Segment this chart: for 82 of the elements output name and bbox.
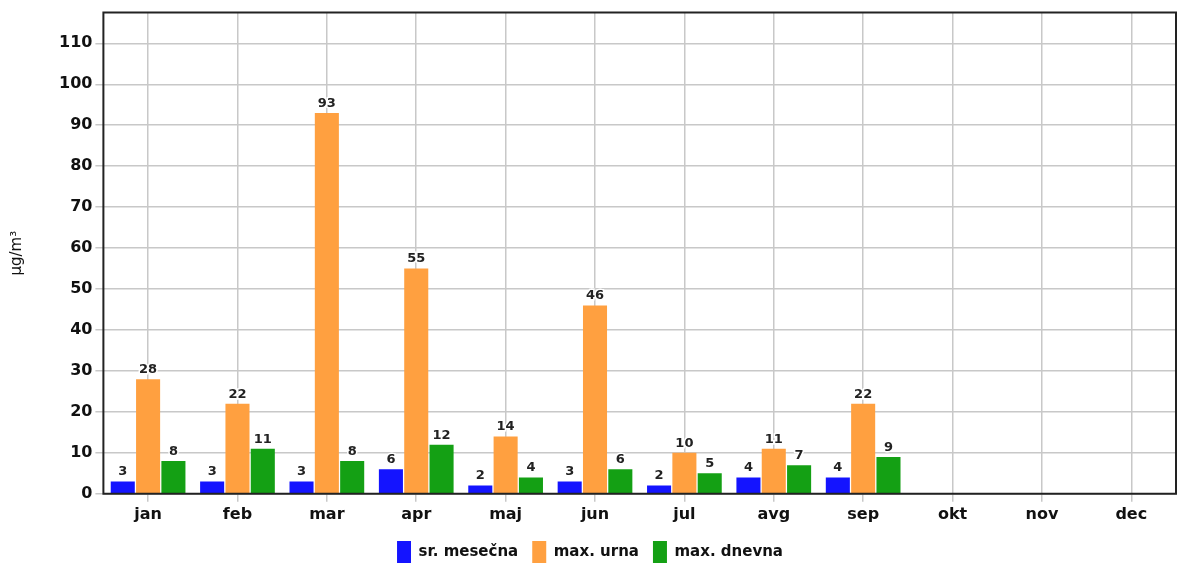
data-label: 2	[654, 467, 664, 483]
data-label: 5	[705, 455, 715, 471]
bar	[736, 477, 761, 494]
y-tick-label: 70	[70, 196, 93, 216]
data-label: 46	[585, 287, 605, 303]
x-tick-label: sep	[847, 503, 880, 523]
legend-label: sr. mesečna	[418, 541, 519, 560]
data-label: 10	[675, 434, 694, 450]
x-tick-label: jun	[579, 503, 610, 523]
y-tick-label: 60	[70, 237, 93, 257]
data-label: 7	[794, 447, 804, 463]
y-tick-label: 20	[70, 401, 93, 421]
legend-label: max. urna	[553, 541, 639, 560]
y-tick-label: 0	[81, 482, 93, 502]
data-label: 14	[496, 418, 515, 434]
bar	[851, 403, 876, 494]
bar	[250, 448, 275, 494]
bar	[647, 485, 672, 494]
bar	[404, 268, 429, 494]
bar	[136, 379, 161, 494]
bar	[787, 465, 812, 494]
x-tick-label: apr	[401, 503, 432, 523]
bar	[876, 456, 901, 494]
data-label: 3	[565, 463, 575, 479]
data-label: 11	[764, 430, 783, 446]
bar	[582, 305, 608, 494]
data-label: 11	[253, 430, 272, 446]
data-label: 22	[854, 385, 873, 401]
data-label: 22	[228, 385, 247, 401]
data-label: 8	[347, 442, 357, 458]
y-tick-label: 40	[70, 319, 93, 339]
bar	[608, 469, 633, 494]
bar	[340, 461, 365, 494]
bar	[468, 485, 493, 494]
x-tick-label: okt	[937, 503, 968, 523]
data-label: 2	[475, 467, 485, 483]
x-tick-label: maj	[489, 503, 523, 523]
bar	[493, 436, 518, 494]
y-tick-label: 100	[58, 73, 93, 93]
bar	[378, 469, 403, 494]
data-label: 8	[168, 442, 178, 458]
x-tick-label: jul	[672, 503, 696, 523]
x-tick-label: nov	[1025, 503, 1059, 523]
data-label: 3	[207, 463, 217, 479]
data-label: 55	[407, 250, 426, 266]
y-tick-label: 10	[70, 442, 93, 461]
data-label: 4	[743, 459, 753, 475]
data-label: 12	[432, 426, 451, 442]
bar	[825, 477, 850, 494]
bar	[518, 477, 543, 494]
data-label: 4	[833, 459, 843, 475]
y-tick-label: 50	[70, 278, 93, 298]
data-label: 93	[317, 94, 336, 110]
y-axis-title: µg/m³	[6, 230, 25, 276]
y-tick-label: 80	[70, 155, 93, 175]
bar	[697, 473, 722, 494]
bar	[672, 452, 697, 494]
bar	[200, 481, 225, 494]
x-tick-label: mar	[309, 503, 345, 523]
bar	[289, 481, 314, 494]
bar	[161, 461, 186, 494]
y-tick-label: 90	[70, 114, 93, 134]
bar	[557, 481, 582, 494]
bar	[314, 112, 339, 494]
x-tick-label: jan	[133, 503, 162, 523]
data-label: 9	[883, 438, 894, 454]
bar	[429, 444, 454, 494]
data-label: 4	[526, 459, 536, 475]
data-label: 3	[297, 463, 307, 479]
bar	[761, 448, 786, 494]
data-label: 3	[118, 463, 128, 479]
data-label: 28	[139, 361, 158, 377]
x-tick-label: avg	[757, 503, 791, 523]
data-label: 6	[615, 451, 625, 467]
data-label: 6	[386, 451, 396, 467]
bar	[225, 403, 250, 494]
legend-label: max. dnevna	[674, 541, 783, 560]
y-tick-label: 30	[70, 360, 93, 380]
y-tick-label: 110	[58, 32, 93, 52]
x-tick-label: feb	[222, 503, 253, 523]
x-tick-label: dec	[1115, 503, 1148, 523]
bar	[110, 481, 135, 494]
